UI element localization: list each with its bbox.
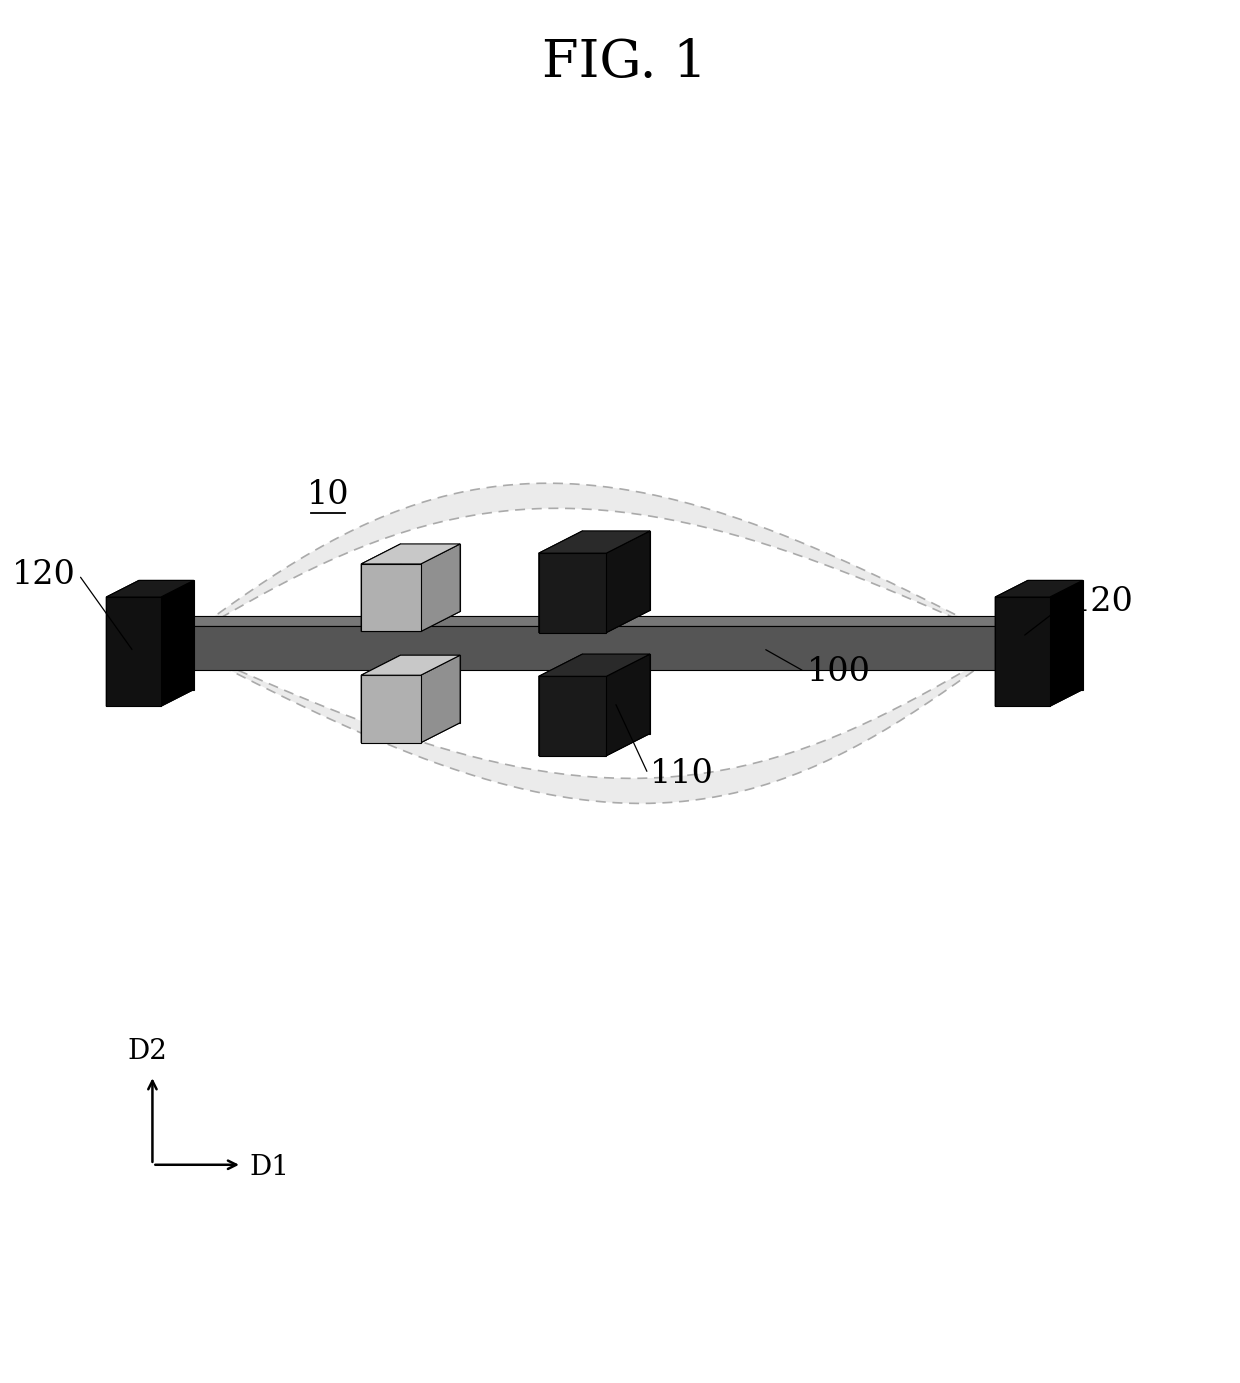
Polygon shape (420, 544, 460, 632)
Polygon shape (361, 544, 460, 564)
Polygon shape (539, 531, 650, 553)
Polygon shape (996, 581, 1083, 597)
Polygon shape (1028, 581, 1083, 690)
Polygon shape (361, 656, 401, 743)
Polygon shape (539, 654, 650, 676)
Polygon shape (167, 626, 1002, 671)
Polygon shape (361, 611, 460, 632)
Polygon shape (583, 531, 650, 610)
Polygon shape (361, 675, 420, 743)
Polygon shape (539, 676, 606, 755)
Polygon shape (161, 581, 193, 707)
Text: 110: 110 (650, 758, 714, 790)
Text: 120: 120 (12, 559, 76, 591)
Text: 10: 10 (308, 479, 350, 512)
Polygon shape (539, 610, 650, 632)
Polygon shape (401, 656, 460, 723)
Polygon shape (1002, 617, 1022, 671)
Polygon shape (361, 723, 460, 743)
Polygon shape (539, 733, 650, 755)
Polygon shape (583, 654, 650, 733)
Polygon shape (167, 617, 1022, 626)
Polygon shape (539, 553, 606, 632)
Text: D2: D2 (128, 1039, 167, 1065)
Polygon shape (539, 531, 583, 632)
Polygon shape (107, 581, 139, 707)
Polygon shape (177, 643, 1012, 804)
Polygon shape (420, 656, 460, 743)
Text: D1: D1 (249, 1155, 290, 1181)
Polygon shape (1050, 581, 1083, 707)
Polygon shape (401, 544, 460, 611)
Polygon shape (107, 690, 193, 707)
Text: 120: 120 (1070, 586, 1133, 618)
Polygon shape (996, 597, 1050, 707)
Polygon shape (606, 654, 650, 755)
Polygon shape (361, 544, 401, 632)
Polygon shape (606, 531, 650, 632)
Polygon shape (107, 597, 161, 707)
Polygon shape (996, 690, 1083, 707)
Polygon shape (539, 654, 583, 755)
Polygon shape (107, 581, 193, 597)
Polygon shape (177, 483, 1012, 643)
Polygon shape (139, 581, 193, 690)
Polygon shape (996, 581, 1028, 707)
Text: FIG. 1: FIG. 1 (542, 37, 707, 89)
Polygon shape (167, 660, 1022, 671)
Polygon shape (361, 656, 460, 675)
Polygon shape (361, 564, 420, 632)
Text: 100: 100 (806, 656, 870, 687)
